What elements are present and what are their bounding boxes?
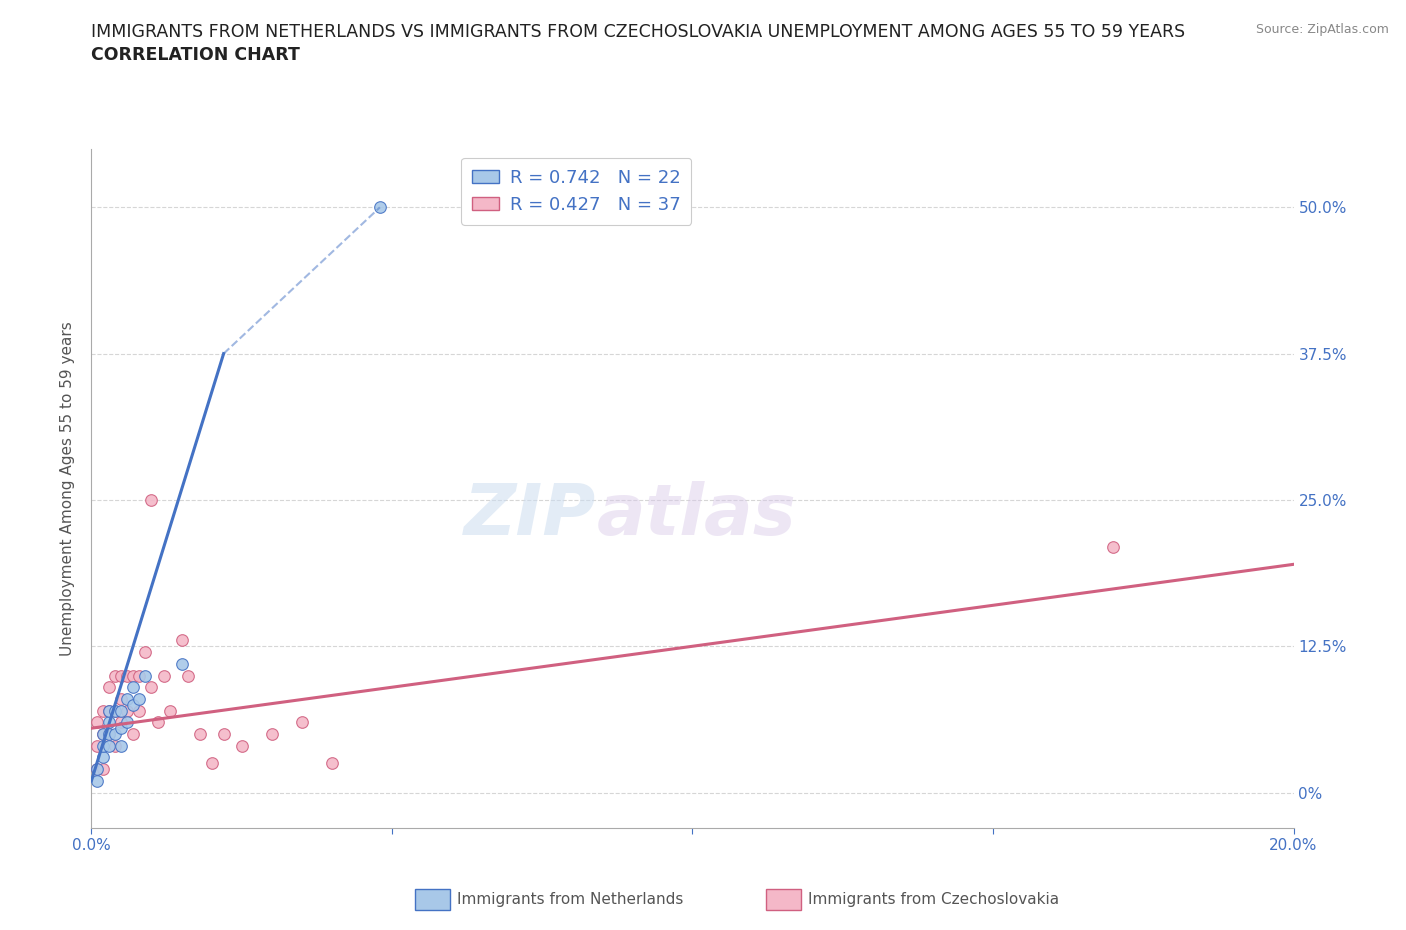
Point (122, 726, 145, 741)
Point (122, 698, 145, 712)
Point (104, 738, 127, 753)
Point (110, 668, 132, 683)
Point (110, 715, 132, 730)
Point (260, 726, 283, 741)
Point (291, 715, 314, 730)
Point (104, 668, 127, 683)
Point (110, 692, 132, 707)
Point (93, 762, 115, 777)
Point (93, 726, 115, 741)
Text: Immigrants from Netherlands: Immigrants from Netherlands (457, 892, 683, 907)
Point (321, 756, 343, 771)
Point (128, 668, 150, 683)
Point (98, 715, 121, 730)
Point (104, 703, 127, 718)
Point (110, 721, 132, 736)
Point (176, 668, 198, 683)
Point (212, 726, 235, 741)
Point (98, 680, 121, 695)
Point (188, 726, 211, 741)
Point (86, 762, 108, 777)
Point (134, 644, 156, 659)
Point (117, 668, 139, 683)
Point (128, 703, 150, 718)
Point (1102, 539, 1125, 554)
Point (98, 726, 121, 741)
Point (152, 668, 174, 683)
Point (141, 493, 163, 508)
Point (128, 692, 150, 707)
Point (122, 668, 145, 683)
Point (368, 200, 391, 215)
Point (141, 680, 163, 695)
Point (134, 668, 156, 683)
Point (98, 703, 121, 718)
Point (98, 726, 121, 741)
Text: Source: ZipAtlas.com: Source: ZipAtlas.com (1256, 23, 1389, 36)
Point (201, 756, 224, 771)
Point (117, 692, 139, 707)
Point (159, 703, 181, 718)
Point (110, 738, 132, 753)
Text: CORRELATION CHART: CORRELATION CHART (91, 46, 301, 64)
Point (93, 726, 115, 741)
Legend: R = 0.742   N = 22, R = 0.427   N = 37: R = 0.742 N = 22, R = 0.427 N = 37 (461, 158, 692, 224)
Point (86, 715, 108, 730)
Point (170, 657, 193, 671)
Point (110, 703, 132, 718)
Point (98, 703, 121, 718)
Point (93, 750, 115, 764)
Y-axis label: Unemployment Among Ages 55 to 59 years: Unemployment Among Ages 55 to 59 years (60, 321, 76, 656)
Point (86, 774, 108, 789)
Text: atlas: atlas (596, 481, 796, 550)
Point (86, 762, 108, 777)
Point (104, 703, 127, 718)
Point (93, 703, 115, 718)
Point (170, 633, 193, 648)
Point (146, 715, 169, 730)
Point (117, 703, 139, 718)
Point (104, 726, 127, 741)
Point (231, 738, 253, 753)
Text: IMMIGRANTS FROM NETHERLANDS VS IMMIGRANTS FROM CZECHOSLOVAKIA UNEMPLOYMENT AMONG: IMMIGRANTS FROM NETHERLANDS VS IMMIGRANT… (91, 23, 1185, 41)
Point (117, 715, 139, 730)
Point (122, 680, 145, 695)
Point (98, 738, 121, 753)
Text: ZIP: ZIP (464, 481, 596, 550)
Point (86, 738, 108, 753)
Point (93, 738, 115, 753)
Text: Immigrants from Czechoslovakia: Immigrants from Czechoslovakia (808, 892, 1060, 907)
